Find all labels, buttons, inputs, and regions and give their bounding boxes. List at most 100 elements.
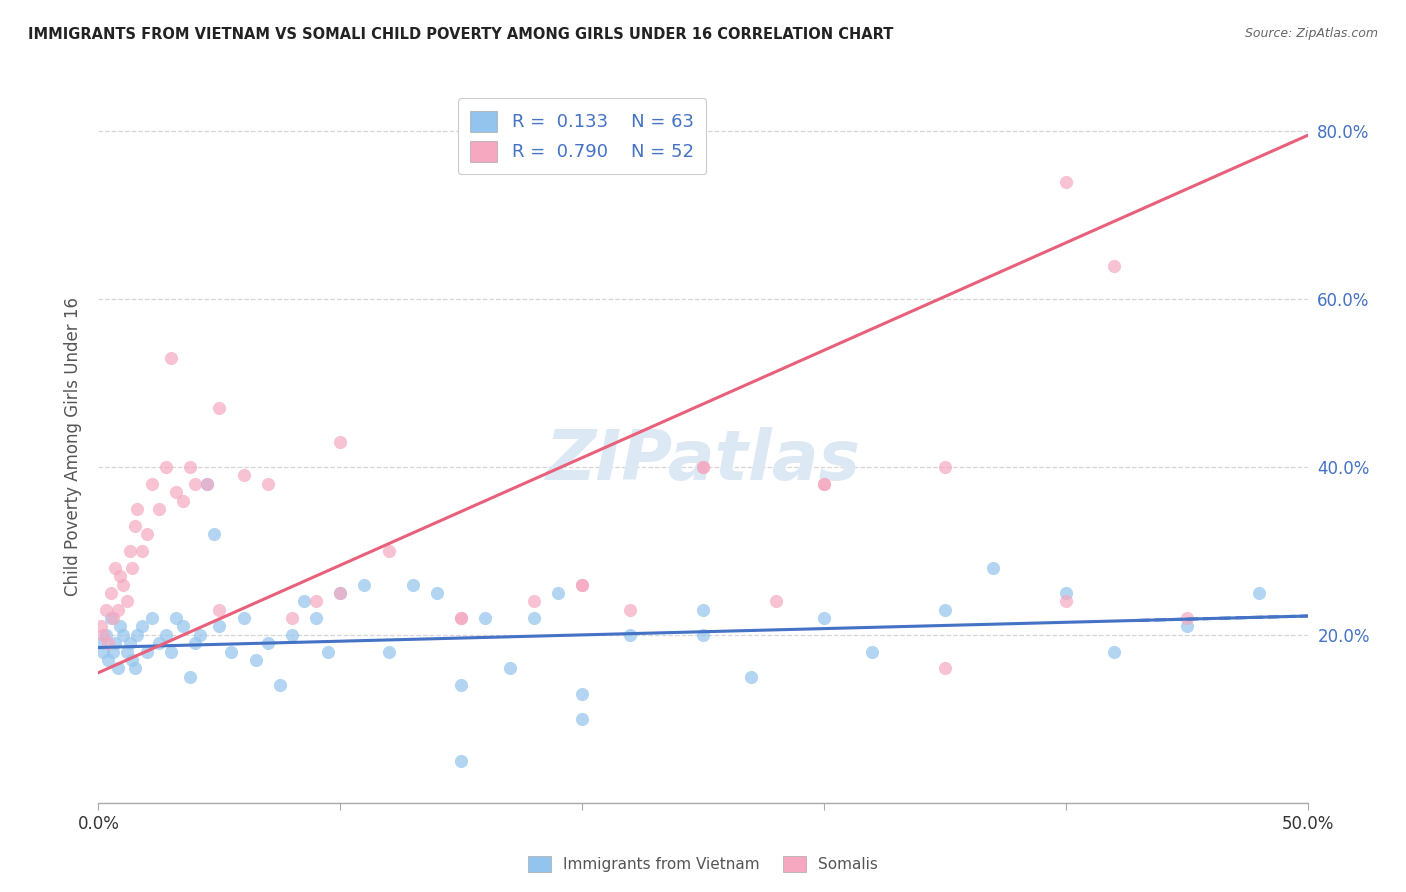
Point bbox=[111, 628, 134, 642]
Point bbox=[813, 476, 835, 491]
Point bbox=[292, 594, 315, 608]
Point bbox=[195, 476, 218, 491]
Point bbox=[860, 645, 883, 659]
Point bbox=[450, 611, 472, 625]
Point bbox=[1054, 586, 1077, 600]
Point bbox=[474, 611, 496, 625]
Text: IMMIGRANTS FROM VIETNAM VS SOMALI CHILD POVERTY AMONG GIRLS UNDER 16 CORRELATION: IMMIGRANTS FROM VIETNAM VS SOMALI CHILD … bbox=[28, 27, 893, 42]
Point bbox=[1102, 645, 1125, 659]
Point bbox=[100, 586, 122, 600]
Point bbox=[450, 611, 472, 625]
Point bbox=[256, 636, 278, 650]
Point bbox=[245, 653, 267, 667]
Point bbox=[179, 460, 201, 475]
Point bbox=[184, 476, 207, 491]
Point bbox=[94, 603, 117, 617]
Point bbox=[571, 687, 593, 701]
Point bbox=[107, 661, 129, 675]
Y-axis label: Child Poverty Among Girls Under 16: Child Poverty Among Girls Under 16 bbox=[63, 296, 82, 596]
Point bbox=[692, 460, 714, 475]
Point bbox=[450, 754, 472, 768]
Point bbox=[208, 401, 231, 416]
Point bbox=[101, 611, 124, 625]
Point bbox=[195, 476, 218, 491]
Text: ZIPatlas: ZIPatlas bbox=[546, 426, 860, 494]
Point bbox=[148, 636, 170, 650]
Text: Source: ZipAtlas.com: Source: ZipAtlas.com bbox=[1244, 27, 1378, 40]
Point bbox=[1249, 586, 1271, 600]
Point bbox=[108, 619, 131, 633]
Point bbox=[269, 678, 291, 692]
Point bbox=[1175, 619, 1198, 633]
Point bbox=[108, 569, 131, 583]
Point bbox=[127, 502, 149, 516]
Point bbox=[523, 594, 546, 608]
Point bbox=[353, 577, 375, 591]
Point bbox=[104, 560, 127, 574]
Point bbox=[1054, 175, 1077, 189]
Point bbox=[121, 653, 143, 667]
Point bbox=[692, 460, 714, 475]
Point bbox=[155, 628, 177, 642]
Point bbox=[377, 645, 399, 659]
Legend: R =  0.133    N = 63, R =  0.790    N = 52: R = 0.133 N = 63, R = 0.790 N = 52 bbox=[458, 98, 706, 174]
Point bbox=[256, 476, 278, 491]
Point bbox=[97, 636, 120, 650]
Point bbox=[117, 645, 139, 659]
Point bbox=[619, 603, 641, 617]
Point bbox=[179, 670, 201, 684]
Point bbox=[208, 619, 231, 633]
Point bbox=[329, 586, 352, 600]
Point bbox=[90, 619, 112, 633]
Point bbox=[90, 636, 112, 650]
Point bbox=[97, 653, 120, 667]
Point bbox=[981, 560, 1004, 574]
Point bbox=[571, 577, 593, 591]
Point bbox=[204, 527, 226, 541]
Point bbox=[172, 619, 194, 633]
Point bbox=[402, 577, 425, 591]
Point bbox=[118, 636, 141, 650]
Point bbox=[571, 712, 593, 726]
Point bbox=[111, 577, 134, 591]
Point bbox=[281, 611, 304, 625]
Point bbox=[118, 544, 141, 558]
Point bbox=[91, 645, 114, 659]
Point bbox=[127, 628, 149, 642]
Point bbox=[124, 661, 146, 675]
Point bbox=[131, 619, 153, 633]
Point bbox=[523, 611, 546, 625]
Point bbox=[377, 544, 399, 558]
Point bbox=[131, 544, 153, 558]
Point bbox=[232, 468, 254, 483]
Point bbox=[141, 611, 163, 625]
Point bbox=[692, 628, 714, 642]
Point bbox=[1102, 259, 1125, 273]
Point bbox=[813, 611, 835, 625]
Point bbox=[1175, 611, 1198, 625]
Point bbox=[934, 661, 956, 675]
Point bbox=[101, 645, 124, 659]
Point bbox=[619, 628, 641, 642]
Legend: Immigrants from Vietnam, Somalis: Immigrants from Vietnam, Somalis bbox=[520, 848, 886, 880]
Point bbox=[934, 603, 956, 617]
Point bbox=[141, 476, 163, 491]
Point bbox=[305, 594, 328, 608]
Point bbox=[547, 586, 569, 600]
Point bbox=[135, 645, 157, 659]
Point bbox=[160, 351, 183, 365]
Point bbox=[104, 636, 127, 650]
Point bbox=[165, 611, 187, 625]
Point bbox=[165, 485, 187, 500]
Point bbox=[184, 636, 207, 650]
Point bbox=[124, 518, 146, 533]
Point bbox=[94, 628, 117, 642]
Point bbox=[305, 611, 328, 625]
Point bbox=[426, 586, 449, 600]
Point bbox=[934, 460, 956, 475]
Point bbox=[740, 670, 762, 684]
Point bbox=[91, 628, 114, 642]
Point bbox=[329, 434, 352, 449]
Point bbox=[208, 603, 231, 617]
Point bbox=[188, 628, 211, 642]
